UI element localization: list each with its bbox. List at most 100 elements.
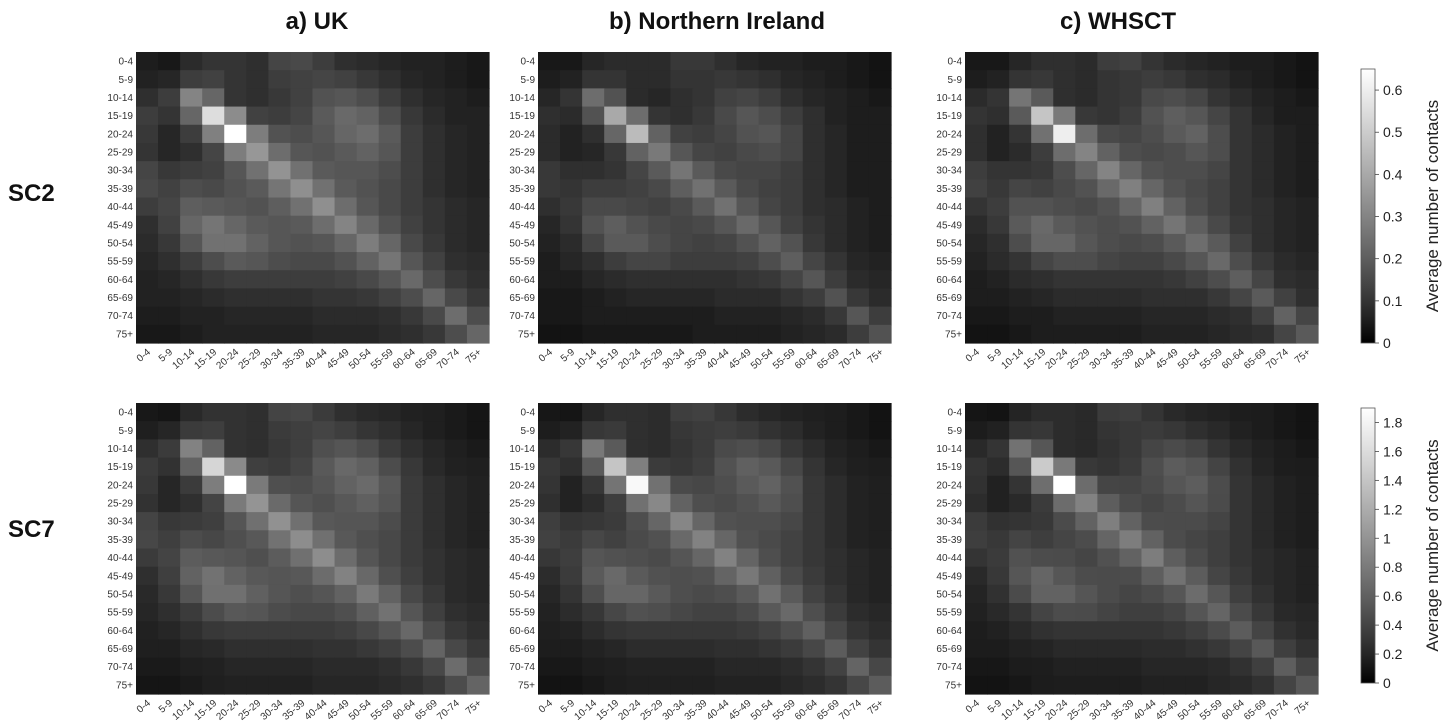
heatmap-cell [1229,106,1253,126]
heatmap-cell [400,421,424,440]
heatmap-cell [400,88,424,108]
heatmap-cell [802,584,826,604]
heatmap-cell [136,106,159,126]
heatmap-cell [224,566,247,586]
heatmap-cell [648,475,671,495]
heatmap-cell [648,233,671,253]
heatmap-cell [290,179,314,199]
heatmap-cell [758,493,782,513]
heatmap-cell [202,306,225,326]
heatmap-cell [714,324,738,344]
heatmap-cell [648,421,671,440]
heatmap-cell [1031,493,1054,513]
heatmap-cell [1207,52,1231,71]
heatmap-cell [1031,657,1054,677]
heatmap-cell [1295,306,1319,326]
heatmap-cell [560,603,583,622]
heatmap-cell [202,233,225,253]
heatmap-cell [626,179,649,199]
heatmap-cell [736,197,760,217]
heatmap-cell [466,530,490,550]
heatmap-cell [356,675,380,695]
heatmap-cell [136,584,159,604]
heatmap-cell [780,52,804,71]
y-tick-label: 30-34 [936,517,962,528]
heatmap-cell [780,142,804,162]
heatmap-cell [334,566,358,586]
heatmap-cell [1141,124,1165,144]
heatmap-cell [224,179,247,199]
heatmap-cell [626,421,649,440]
y-tick-label: 50-54 [107,238,133,249]
heatmap-cell [626,530,649,550]
heatmap-cell [400,621,424,641]
heatmap-cell [604,475,627,495]
heatmap-cell [670,621,694,641]
heatmap-cell [692,306,716,326]
heatmap-cell [444,306,468,326]
heatmap-cell [758,403,782,422]
heatmap-cell [582,530,605,550]
heatmap-cell [466,548,490,568]
heatmap-cell [444,106,468,126]
heatmap-cell [1009,403,1032,422]
heatmap-cell [202,675,225,695]
heatmap-cell [1207,548,1231,568]
heatmap-cell [290,88,314,108]
heatmap-cell [626,252,649,271]
heatmap-cell [582,621,605,641]
heatmap-cell [378,124,402,144]
heatmap-cell [180,530,203,550]
heatmap-cell [824,324,848,344]
heatmap-cell [987,306,1010,326]
heatmap-cell [714,142,738,162]
heatmap-cell [670,52,694,71]
heatmap-cell [846,270,870,290]
heatmap-cell [780,621,804,641]
heatmap-cell [136,233,159,253]
heatmap-cell [965,675,988,695]
x-tick-label: 35-39 [281,698,308,723]
heatmap-cell [1031,512,1054,531]
heatmap-cell [670,421,694,440]
heatmap-cell [1185,179,1209,199]
heatmap-cell [670,439,694,459]
y-tick-label: 75+ [518,680,535,691]
heatmap-cell [1009,421,1032,440]
heatmap-cell [846,403,870,422]
heatmap-cell [246,270,269,290]
heatmap-cell [846,233,870,253]
heatmap-cell [1141,493,1165,513]
heatmap-cell [136,88,159,108]
heatmap-cell [1229,270,1253,290]
heatmap-cell [180,421,203,440]
x-tick-label: 45-49 [727,698,754,723]
heatmap-cell [378,512,402,531]
heatmap-cell [987,512,1010,531]
heatmap-cell [714,457,738,477]
y-tick-label: 75+ [945,680,962,691]
heatmap-cell [736,288,760,308]
colorbar-tick-label: 1 [1383,530,1391,546]
x-tick-label: 70-74 [1264,698,1291,723]
x-tick-label: 15-19 [594,698,621,723]
x-tick-label: 70-74 [1264,347,1291,372]
heatmap-cell [758,161,782,180]
heatmap-cell [356,324,380,344]
heatmap-cell [824,106,848,126]
heatmap-cell [824,270,848,290]
heatmap-cell [648,52,671,71]
heatmap-cell [202,52,225,71]
heatmap-cell [268,512,292,531]
heatmap-cell [538,88,561,108]
heatmap-cell [692,161,716,180]
heatmap-cell [1163,439,1187,459]
heatmap-cell [1207,270,1231,290]
heatmap-cell [692,421,716,440]
colorbar-strip [1360,68,1376,344]
heatmap-cell [626,639,649,659]
heatmap-cell [846,512,870,531]
heatmap-cell [202,548,225,568]
heatmap-cell [1119,403,1143,422]
heatmap-cell [1229,52,1253,71]
